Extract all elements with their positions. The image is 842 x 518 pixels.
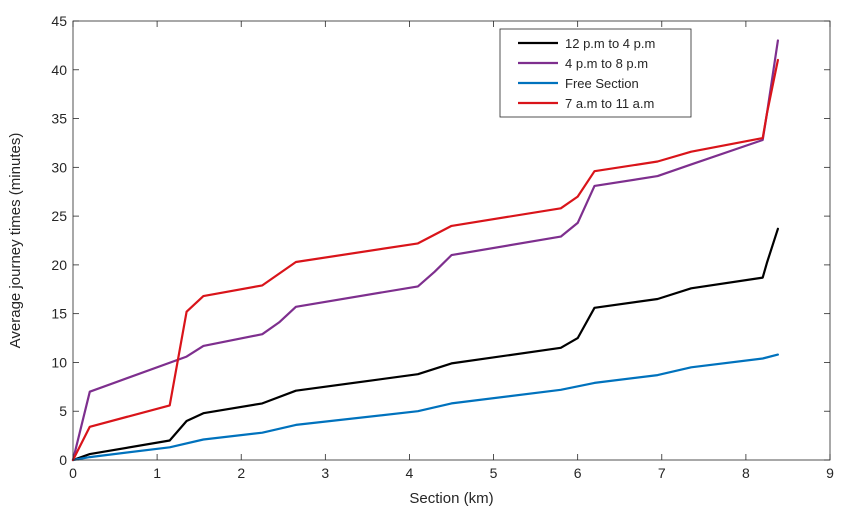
legend-label: 12 p.m to 4 p.m [565,36,655,51]
y-tick-label: 25 [51,208,67,224]
series-line-1 [71,227,780,462]
y-tick-label: 35 [51,111,67,127]
y-tick-label: 15 [51,306,67,322]
y-tick-label: 20 [51,257,67,273]
axis-ticks [72,20,831,461]
legend-label: 7 a.m to 11 a.m [565,96,654,111]
y-axis-title: Average journey times (minutes) [7,133,24,349]
x-tick-label: 5 [490,465,498,481]
x-axis-title: Section (km) [409,490,493,507]
x-tick-label: 6 [574,465,582,481]
y-tick-label: 5 [59,403,67,419]
y-tick-label: 10 [51,354,67,370]
x-tick-label: 1 [153,465,161,481]
series-layer [71,39,780,462]
x-tick-label: 0 [69,465,77,481]
y-tick-label: 40 [51,62,67,78]
y-tick-label: 45 [51,13,67,29]
legend-label: Free Section [565,76,639,91]
y-tick-label: 0 [59,452,67,468]
series-line-3 [71,353,780,462]
x-tick-label: 8 [742,465,750,481]
series-line-4 [71,58,780,462]
x-tick-label: 3 [321,465,329,481]
x-tick-label: 4 [406,465,414,481]
legend: 12 p.m to 4 p.m 4 p.m to 8 p.m Free Sectio… [499,28,692,118]
series-line-2 [71,39,780,462]
x-tick-label: 7 [658,465,666,481]
y-tick-label: 30 [51,159,67,175]
legend-label: 4 p.m to 8 p.m [565,56,648,71]
plot-area-frame [72,20,831,461]
x-tick-label: 9 [826,465,834,481]
x-tick-label: 2 [237,465,245,481]
